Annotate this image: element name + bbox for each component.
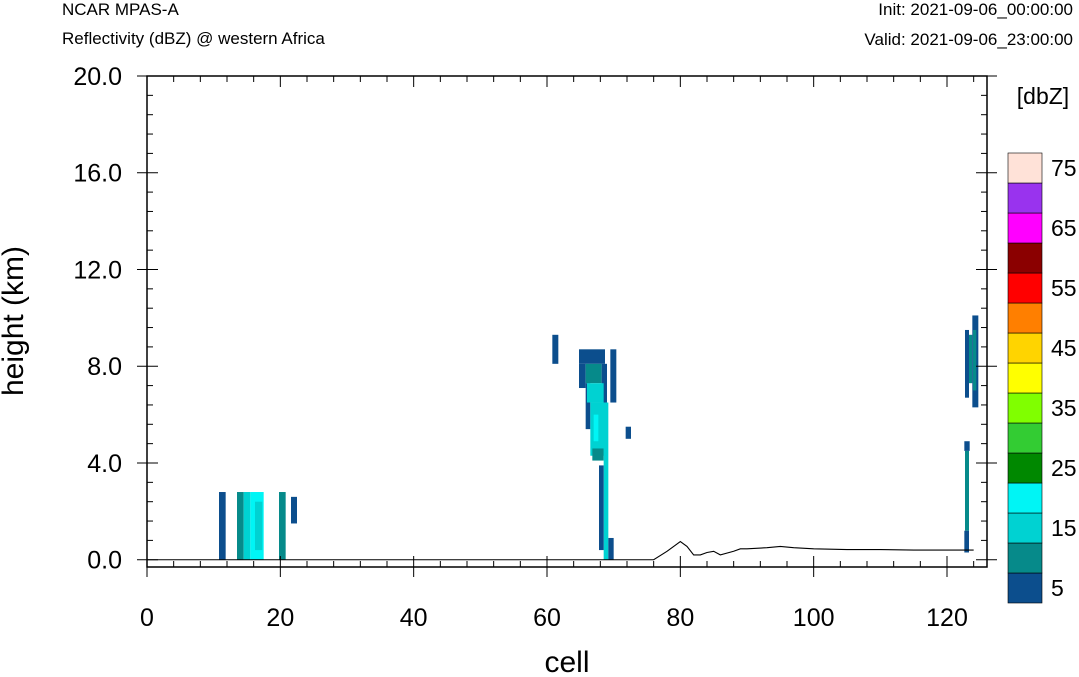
y-tick-label: 12.0 [73, 256, 122, 284]
terrain-line [147, 540, 974, 561]
colorbar-swatch [1007, 572, 1043, 604]
reflectivity-cell [592, 448, 604, 461]
colorbar-swatch [1007, 452, 1043, 484]
reflectivity-cell [243, 492, 251, 560]
reflectivity-cell [973, 329, 977, 391]
x-tick-label: 20 [266, 604, 294, 632]
colorbar-swatch [1007, 242, 1043, 274]
colorbar-swatch [1007, 542, 1043, 574]
colorbar-swatch [1007, 332, 1043, 364]
model-title: NCAR MPAS-A [62, 0, 179, 19]
reflectivity-cell [587, 383, 604, 403]
terrain-profile [147, 540, 974, 561]
reflectivity-cell [610, 349, 617, 403]
reflectivity-cell [237, 492, 244, 560]
init-time-label: Init: 2021-09-06_00:00:00 [878, 0, 1073, 19]
colorbar-swatch [1007, 392, 1043, 424]
colorbar-swatch [1007, 422, 1043, 454]
x-tick-label: 100 [793, 604, 835, 632]
colorbar-unit-label: [dbZ] [1017, 83, 1069, 109]
colorbar-label: 5 [1051, 575, 1064, 601]
y-axis-label: height (km) [0, 246, 30, 396]
colorbar-label: 65 [1051, 215, 1077, 241]
x-tick-label: 120 [926, 604, 968, 632]
reflectivity-cell [579, 349, 605, 364]
colorbar-swatch [1007, 152, 1043, 184]
x-tick-labels: 0 20 40 60 80 100 120 [140, 604, 968, 632]
reflectivity-cell [552, 334, 559, 364]
reflectivity-cell [585, 363, 602, 384]
reflectivity-cell [965, 450, 969, 531]
reflectivity-cell [625, 426, 631, 439]
plot-frame [146, 75, 988, 568]
colorbar-label: 25 [1051, 455, 1077, 481]
axis-ticks [137, 75, 997, 577]
y-tick-label: 0.0 [87, 547, 122, 575]
reflectivity-cell [608, 537, 614, 560]
reflectivity-cell [599, 465, 604, 551]
reflectivity-cell [219, 492, 226, 560]
colorbar-label: 45 [1051, 335, 1077, 361]
y-tick-label: 8.0 [87, 353, 122, 381]
colorbar-swatch [1007, 482, 1043, 514]
reflectivity-cell [601, 363, 607, 403]
reflectivity-cell [969, 334, 973, 384]
colorbar-swatch [1007, 362, 1043, 394]
x-tick-label: 0 [140, 604, 154, 632]
colorbar-swatch [1007, 212, 1043, 244]
colorbar-swatch [1007, 272, 1043, 304]
colorbar-swatch [1007, 182, 1043, 214]
colorbar: 5 15 25 35 45 55 65 75 [1007, 152, 1077, 604]
colorbar-label: 15 [1051, 515, 1077, 541]
reflectivity-cell [964, 530, 969, 553]
reflectivity-cell [585, 383, 591, 430]
x-axis-label: cell [544, 646, 589, 677]
colorbar-label: 35 [1051, 395, 1077, 421]
valid-time-label: Valid: 2021-09-06_23:00:00 [864, 30, 1073, 49]
x-tick-label: 80 [666, 604, 694, 632]
reflectivity-cell [279, 492, 286, 560]
reflectivity-cell [603, 402, 609, 560]
reflectivity-cells [219, 315, 979, 560]
reflectivity-cell [593, 414, 599, 442]
reflectivity-cell [964, 441, 970, 451]
reflectivity-cell [291, 496, 297, 524]
y-tick-label: 20.0 [73, 63, 122, 91]
x-tick-label: 40 [400, 604, 428, 632]
colorbar-label: 55 [1051, 275, 1077, 301]
x-tick-label: 60 [533, 604, 561, 632]
colorbar-swatch [1007, 512, 1043, 544]
reflectivity-cell [255, 501, 263, 551]
colorbar-swatch [1007, 302, 1043, 334]
y-tick-labels: 0.0 4.0 8.0 12.0 16.0 20.0 [73, 63, 122, 575]
y-tick-label: 4.0 [87, 450, 122, 478]
colorbar-label: 75 [1051, 155, 1077, 181]
y-tick-label: 16.0 [73, 160, 122, 188]
reflectivity-cell [965, 329, 969, 398]
field-subtitle: Reflectivity (dBZ) @ western Africa [62, 29, 325, 48]
reflectivity-cell [579, 363, 586, 389]
